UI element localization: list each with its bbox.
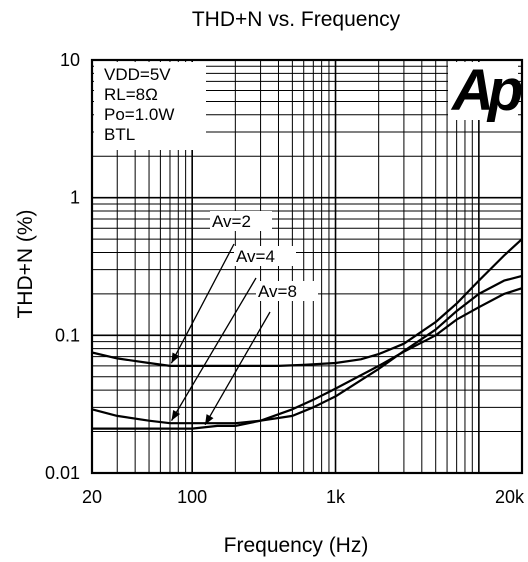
annotations: Av=2 Av=4 Av=8 xyxy=(170,211,318,426)
x-tick-label: 1k xyxy=(326,487,346,507)
conditions-background xyxy=(94,62,206,150)
series-line xyxy=(92,287,523,430)
annotation-label: Av=4 xyxy=(236,247,275,266)
annotation-arrow xyxy=(170,277,257,421)
logo-background xyxy=(448,62,518,120)
condition-text: RL=8Ω xyxy=(104,85,158,104)
ap-logo: Ap xyxy=(450,58,522,123)
y-tick-label: 1 xyxy=(70,188,80,208)
annotation-arrowhead xyxy=(205,414,214,425)
x-tick-label: 100 xyxy=(177,487,207,507)
condition-text: BTL xyxy=(104,125,135,144)
chart-title: THD+N vs. Frequency xyxy=(192,8,401,31)
annotation-label-background xyxy=(256,281,318,301)
series-line xyxy=(91,274,523,425)
y-tick-label: 10 xyxy=(60,50,80,70)
x-tick-label: 20 xyxy=(82,487,102,507)
x-axis-title: Frequency (Hz) xyxy=(224,534,369,557)
x-tick-label: 20k xyxy=(495,487,525,507)
annotation-label: Av=2 xyxy=(212,212,251,231)
annotation-arrowhead xyxy=(171,409,181,421)
plot-frame xyxy=(90,58,524,475)
annotation-arrowhead xyxy=(171,352,180,364)
annotation-arrow xyxy=(170,243,235,364)
annotation-arrow xyxy=(204,311,271,426)
annotation-label-background xyxy=(210,211,272,231)
tick-labels: 20 100 1k 20k 10 1 0.1 0.01 xyxy=(45,50,525,507)
series-line xyxy=(91,238,523,367)
y-axis-title: THD+N (%) xyxy=(14,209,37,318)
condition-text: VDD=5V xyxy=(104,65,171,84)
y-tick-label: 0.01 xyxy=(45,463,80,483)
y-tick-label: 0.1 xyxy=(55,325,80,345)
condition-text: Po=1.0W xyxy=(104,105,174,124)
annotation-label-background xyxy=(234,246,296,266)
annotation-label: Av=8 xyxy=(258,282,297,301)
series-group xyxy=(91,238,523,430)
